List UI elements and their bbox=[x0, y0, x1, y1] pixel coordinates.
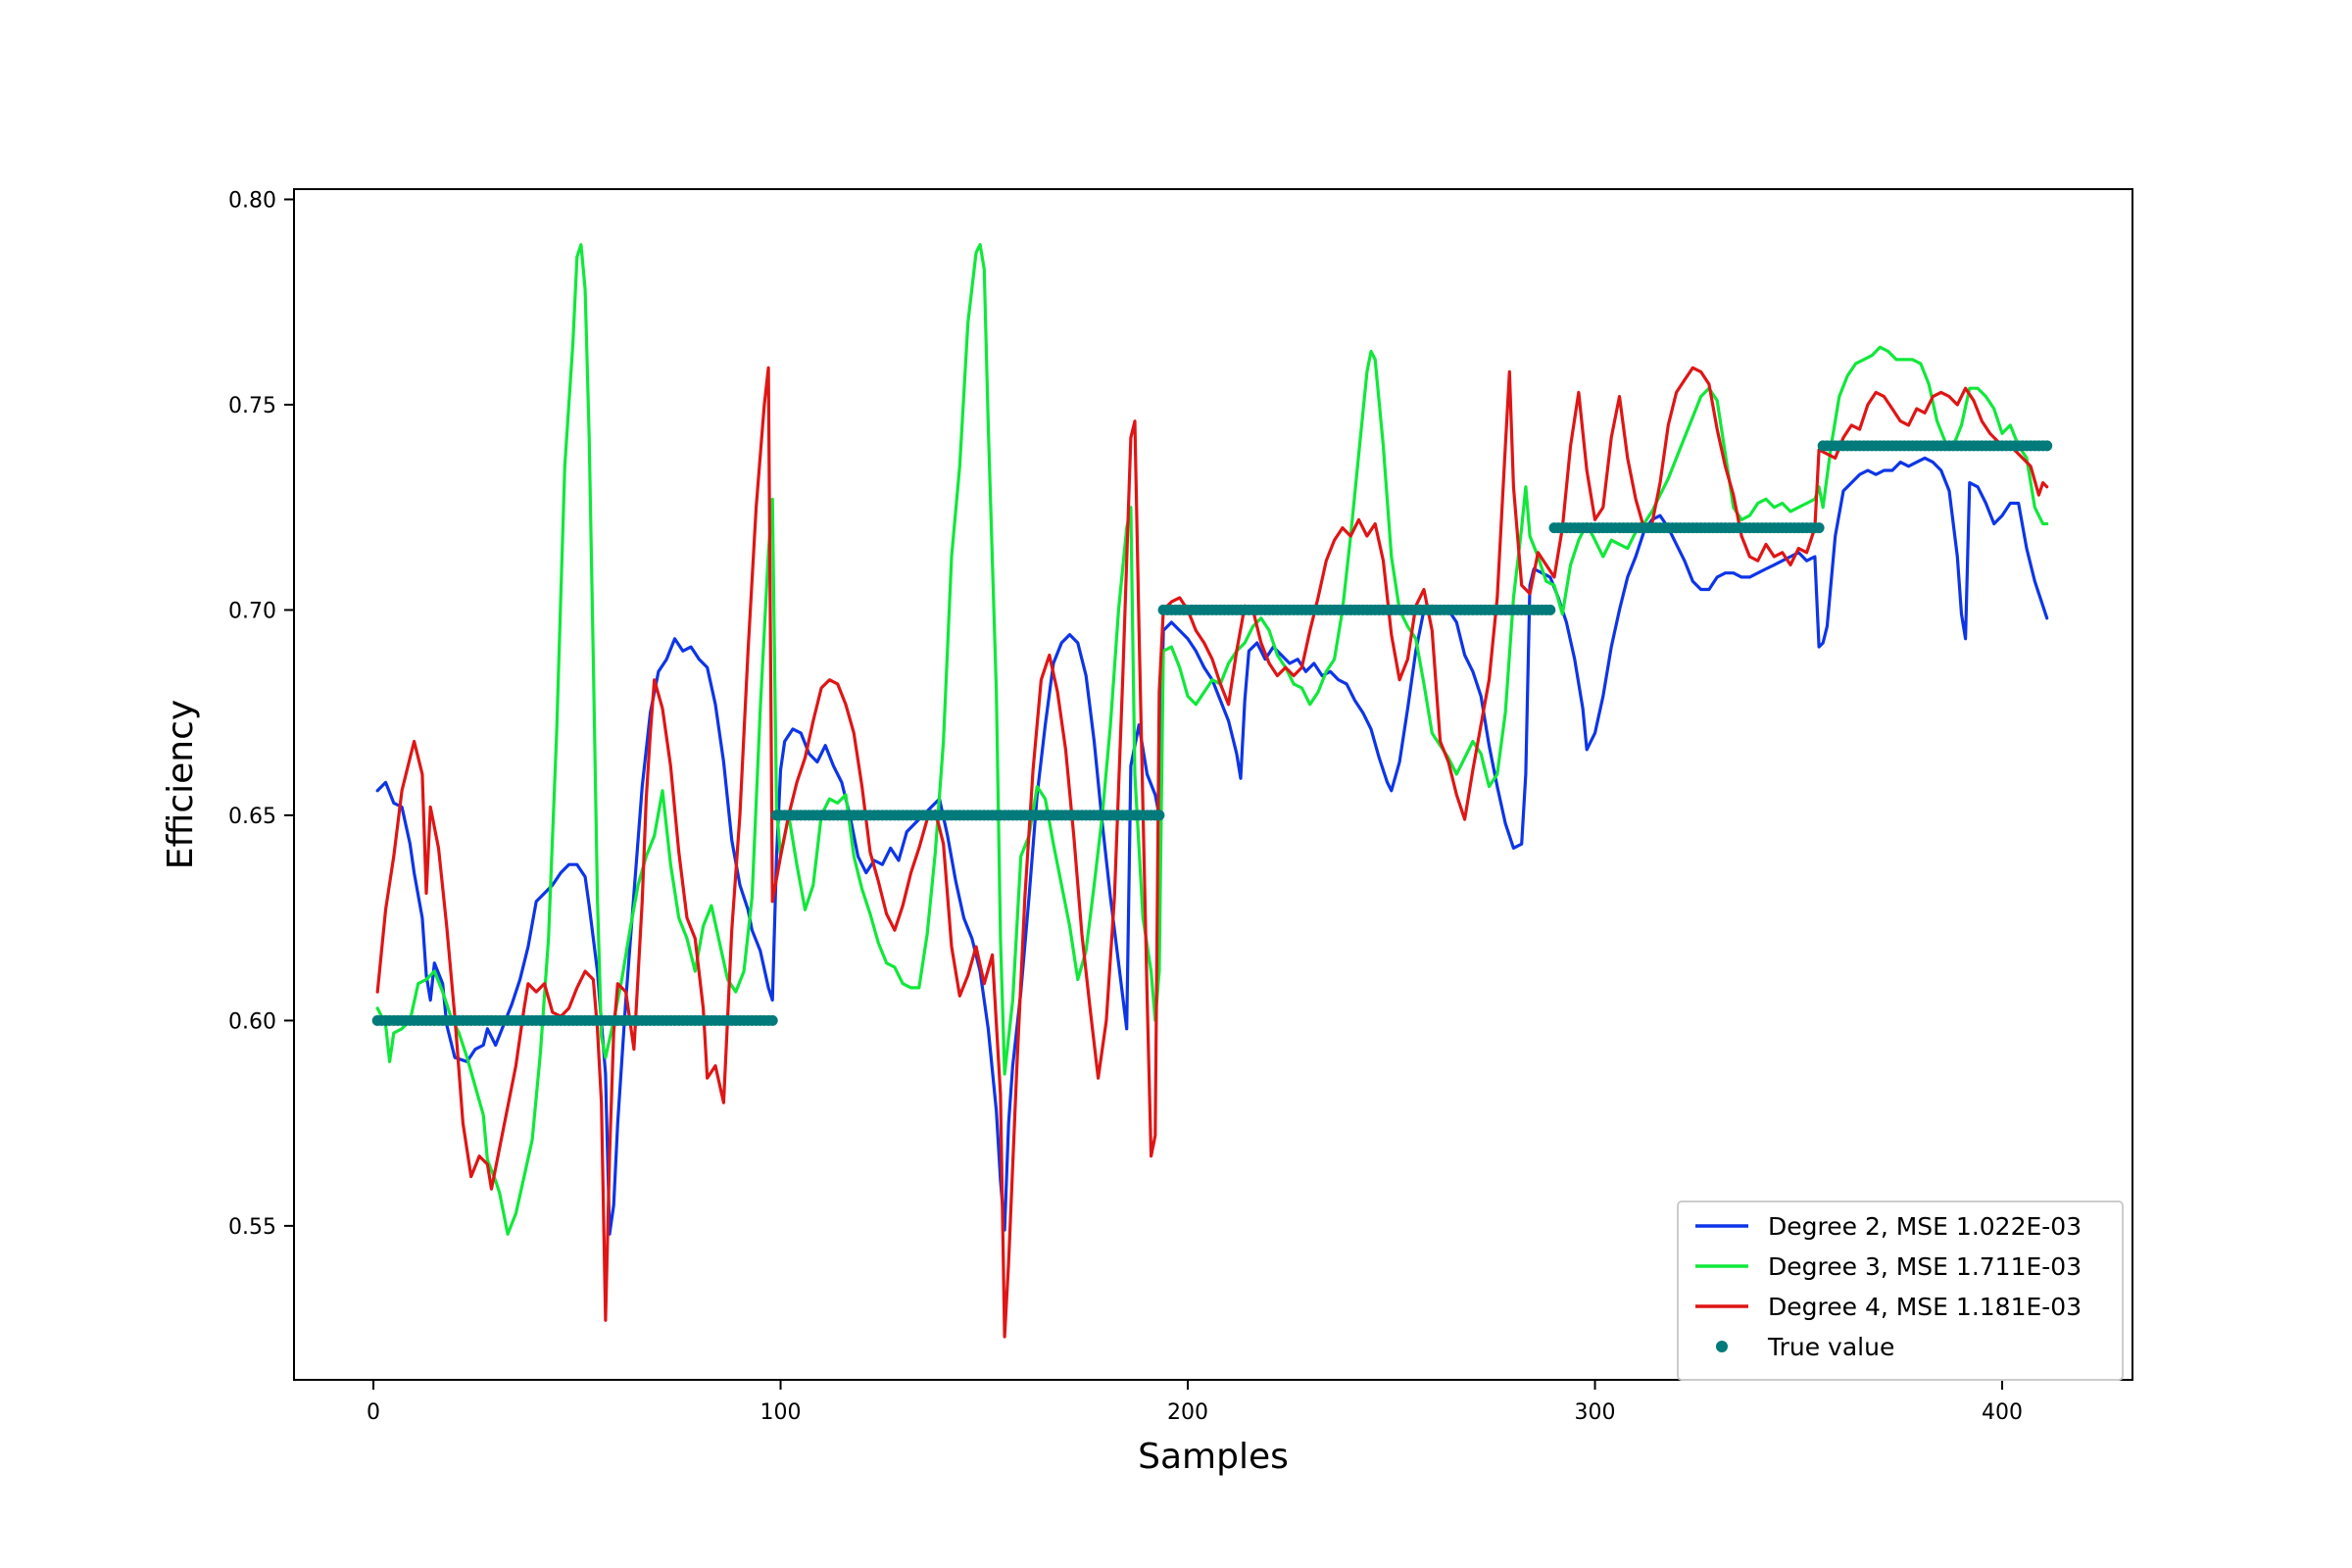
series-line bbox=[375, 366, 2049, 1339]
x-tick-label: 0 bbox=[367, 1400, 380, 1425]
series-line bbox=[375, 243, 2049, 1236]
true-value-point bbox=[2041, 440, 2053, 452]
y-tick-label: 0.70 bbox=[228, 599, 276, 623]
legend-label: True value bbox=[1767, 1333, 1894, 1361]
y-tick-label: 0.80 bbox=[228, 188, 276, 213]
y-tick-label: 0.75 bbox=[228, 394, 276, 418]
true-value-points bbox=[371, 440, 2053, 1026]
x-axis-title: Samples bbox=[1138, 1437, 1289, 1477]
series-layer bbox=[371, 243, 2053, 1339]
true-value-point bbox=[1153, 809, 1165, 821]
legend-marker bbox=[1716, 1341, 1728, 1352]
legend-label: Degree 3, MSE 1.711E-03 bbox=[1768, 1252, 2082, 1281]
x-tick-label: 300 bbox=[1575, 1400, 1616, 1425]
y-axis-title: Efficiency bbox=[161, 700, 201, 869]
x-tick-label: 400 bbox=[1982, 1400, 2023, 1425]
true-value-point bbox=[1813, 522, 1825, 534]
legend-box bbox=[1677, 1200, 2124, 1381]
legend: Degree 2, MSE 1.022E-03 Degree 3, MSE 1.7… bbox=[1677, 1200, 2124, 1381]
y-tick-label: 0.60 bbox=[228, 1009, 276, 1034]
true-value-point bbox=[1544, 604, 1556, 615]
x-tick-label: 200 bbox=[1167, 1400, 1208, 1425]
plot-frame bbox=[293, 188, 2133, 1381]
ticks-layer: 0 100 200 300 400 0.55 0.60 0.65 0.70 0.75 0.80 bbox=[228, 188, 2023, 1425]
x-tick-label: 100 bbox=[760, 1400, 802, 1425]
y-tick-label: 0.65 bbox=[228, 805, 276, 829]
legend-label: Degree 4, MSE 1.181E-03 bbox=[1768, 1293, 2082, 1321]
true-value-point bbox=[766, 1014, 778, 1026]
y-tick-label: 0.55 bbox=[228, 1215, 276, 1240]
series-line bbox=[375, 456, 2049, 1236]
legend-label: Degree 2, MSE 1.022E-03 bbox=[1768, 1212, 2082, 1241]
